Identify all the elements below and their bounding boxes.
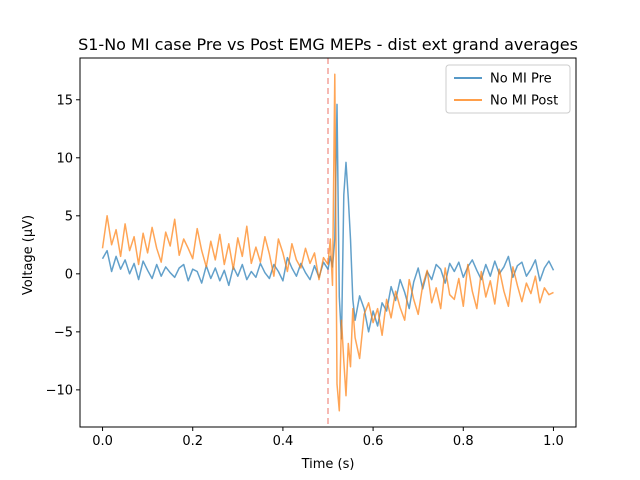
axes-frame (79, 57, 577, 428)
x-tick-label: 0.2 (182, 434, 203, 449)
x-tick-label: 0.8 (453, 434, 474, 449)
y-tick-label: 0 (65, 267, 73, 282)
y-tick-label: 10 (56, 151, 73, 166)
legend-label-1: No MI Pre (490, 72, 552, 87)
series-line-2 (101, 73, 554, 412)
y-tick-label: −5 (54, 325, 73, 340)
x-axis-label: Time (s) (301, 457, 355, 472)
legend-label-2: No MI Post (490, 94, 558, 109)
chart-title: S1-No MI case Pre vs Post EMG MEPs - dis… (78, 35, 578, 54)
x-tick-label: 1.0 (543, 434, 564, 449)
x-tick-label: 0.6 (363, 434, 384, 449)
y-tick-label: 5 (65, 209, 73, 224)
plot-area (101, 58, 555, 427)
x-tick-label: 0.0 (92, 434, 113, 449)
y-tick-label: 15 (56, 93, 73, 108)
series-line-1 (101, 103, 555, 340)
axes: 0.0 0.2 0.4 0.6 0.8 1.0 −10 −5 0 5 10 15 (46, 57, 577, 449)
x-tick-label: 0.4 (273, 434, 294, 449)
legend: No MI Pre No MI Post (445, 64, 571, 114)
y-tick-label: −10 (46, 383, 73, 398)
y-axis-label: Voltage (μV) (21, 215, 36, 295)
